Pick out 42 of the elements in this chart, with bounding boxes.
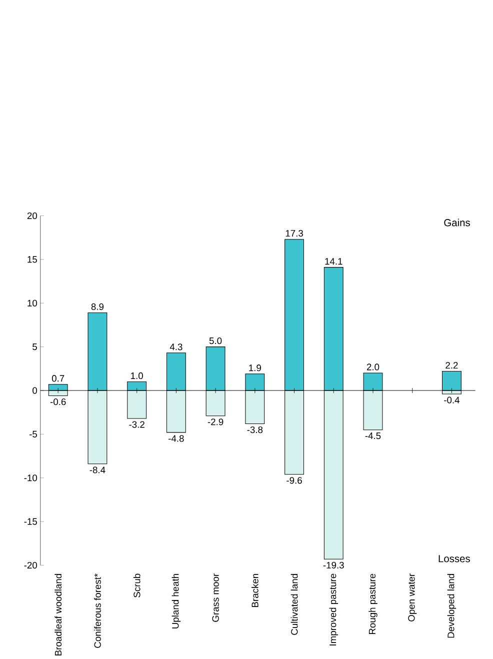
x-tick-label: Coniferous forest* (94, 574, 101, 648)
y-tick-label: 0 (32, 387, 37, 394)
annotation: Losses (438, 555, 470, 562)
x-tick-label: Upland heath (172, 574, 181, 628)
data-label: 14.1 (325, 258, 342, 265)
data-label: 1.0 (131, 372, 143, 380)
data-label: 1.9 (249, 364, 261, 372)
data-label: -8.4 (90, 466, 106, 474)
data-label: 8.9 (91, 303, 104, 310)
x-tick-label: Improved pasture (329, 574, 338, 646)
data-label: 2.2 (446, 362, 458, 369)
y-tick-label: 15 (28, 256, 37, 263)
x-tick-label: Cultivated land (290, 574, 298, 635)
y-tick-label: -20 (24, 562, 37, 569)
data-label: 4.3 (170, 344, 182, 350)
data-label: 2.0 (366, 364, 380, 370)
x-tick-label: Scrub (133, 574, 140, 598)
data-label: 5.0 (209, 337, 222, 344)
data-label: 0.7 (52, 375, 64, 382)
data-label: -19.3 (323, 562, 344, 568)
y-tick-label: -15 (24, 518, 37, 525)
y-tick-label: 20 (27, 212, 37, 220)
data-label: -0.6 (50, 398, 66, 406)
y-tick-label: -5 (29, 430, 37, 438)
x-tick-label: Broadleaf woodland (54, 574, 62, 656)
data-label: -3.8 (247, 426, 263, 434)
data-label: -4.8 (168, 435, 184, 442)
x-tick-label: Developed land (447, 574, 456, 638)
x-tick-label: Grass moor (212, 574, 219, 622)
x-tick-label: Rough pasture (368, 574, 378, 634)
y-tick-label: 5 (32, 344, 37, 350)
data-label: -3.2 (129, 421, 144, 428)
data-label: -9.6 (286, 477, 302, 484)
x-tick-label: Bracken (251, 574, 258, 607)
data-label: 17.3 (286, 230, 303, 237)
y-tick-label: -10 (24, 474, 37, 482)
annotation: Gains (444, 218, 470, 226)
x-tick-label: Open water (408, 574, 417, 622)
data-label: -4.5 (365, 432, 381, 440)
data-label: -2.9 (208, 418, 224, 426)
data-label: -0.4 (444, 396, 460, 404)
y-tick-label: 10 (28, 300, 37, 306)
